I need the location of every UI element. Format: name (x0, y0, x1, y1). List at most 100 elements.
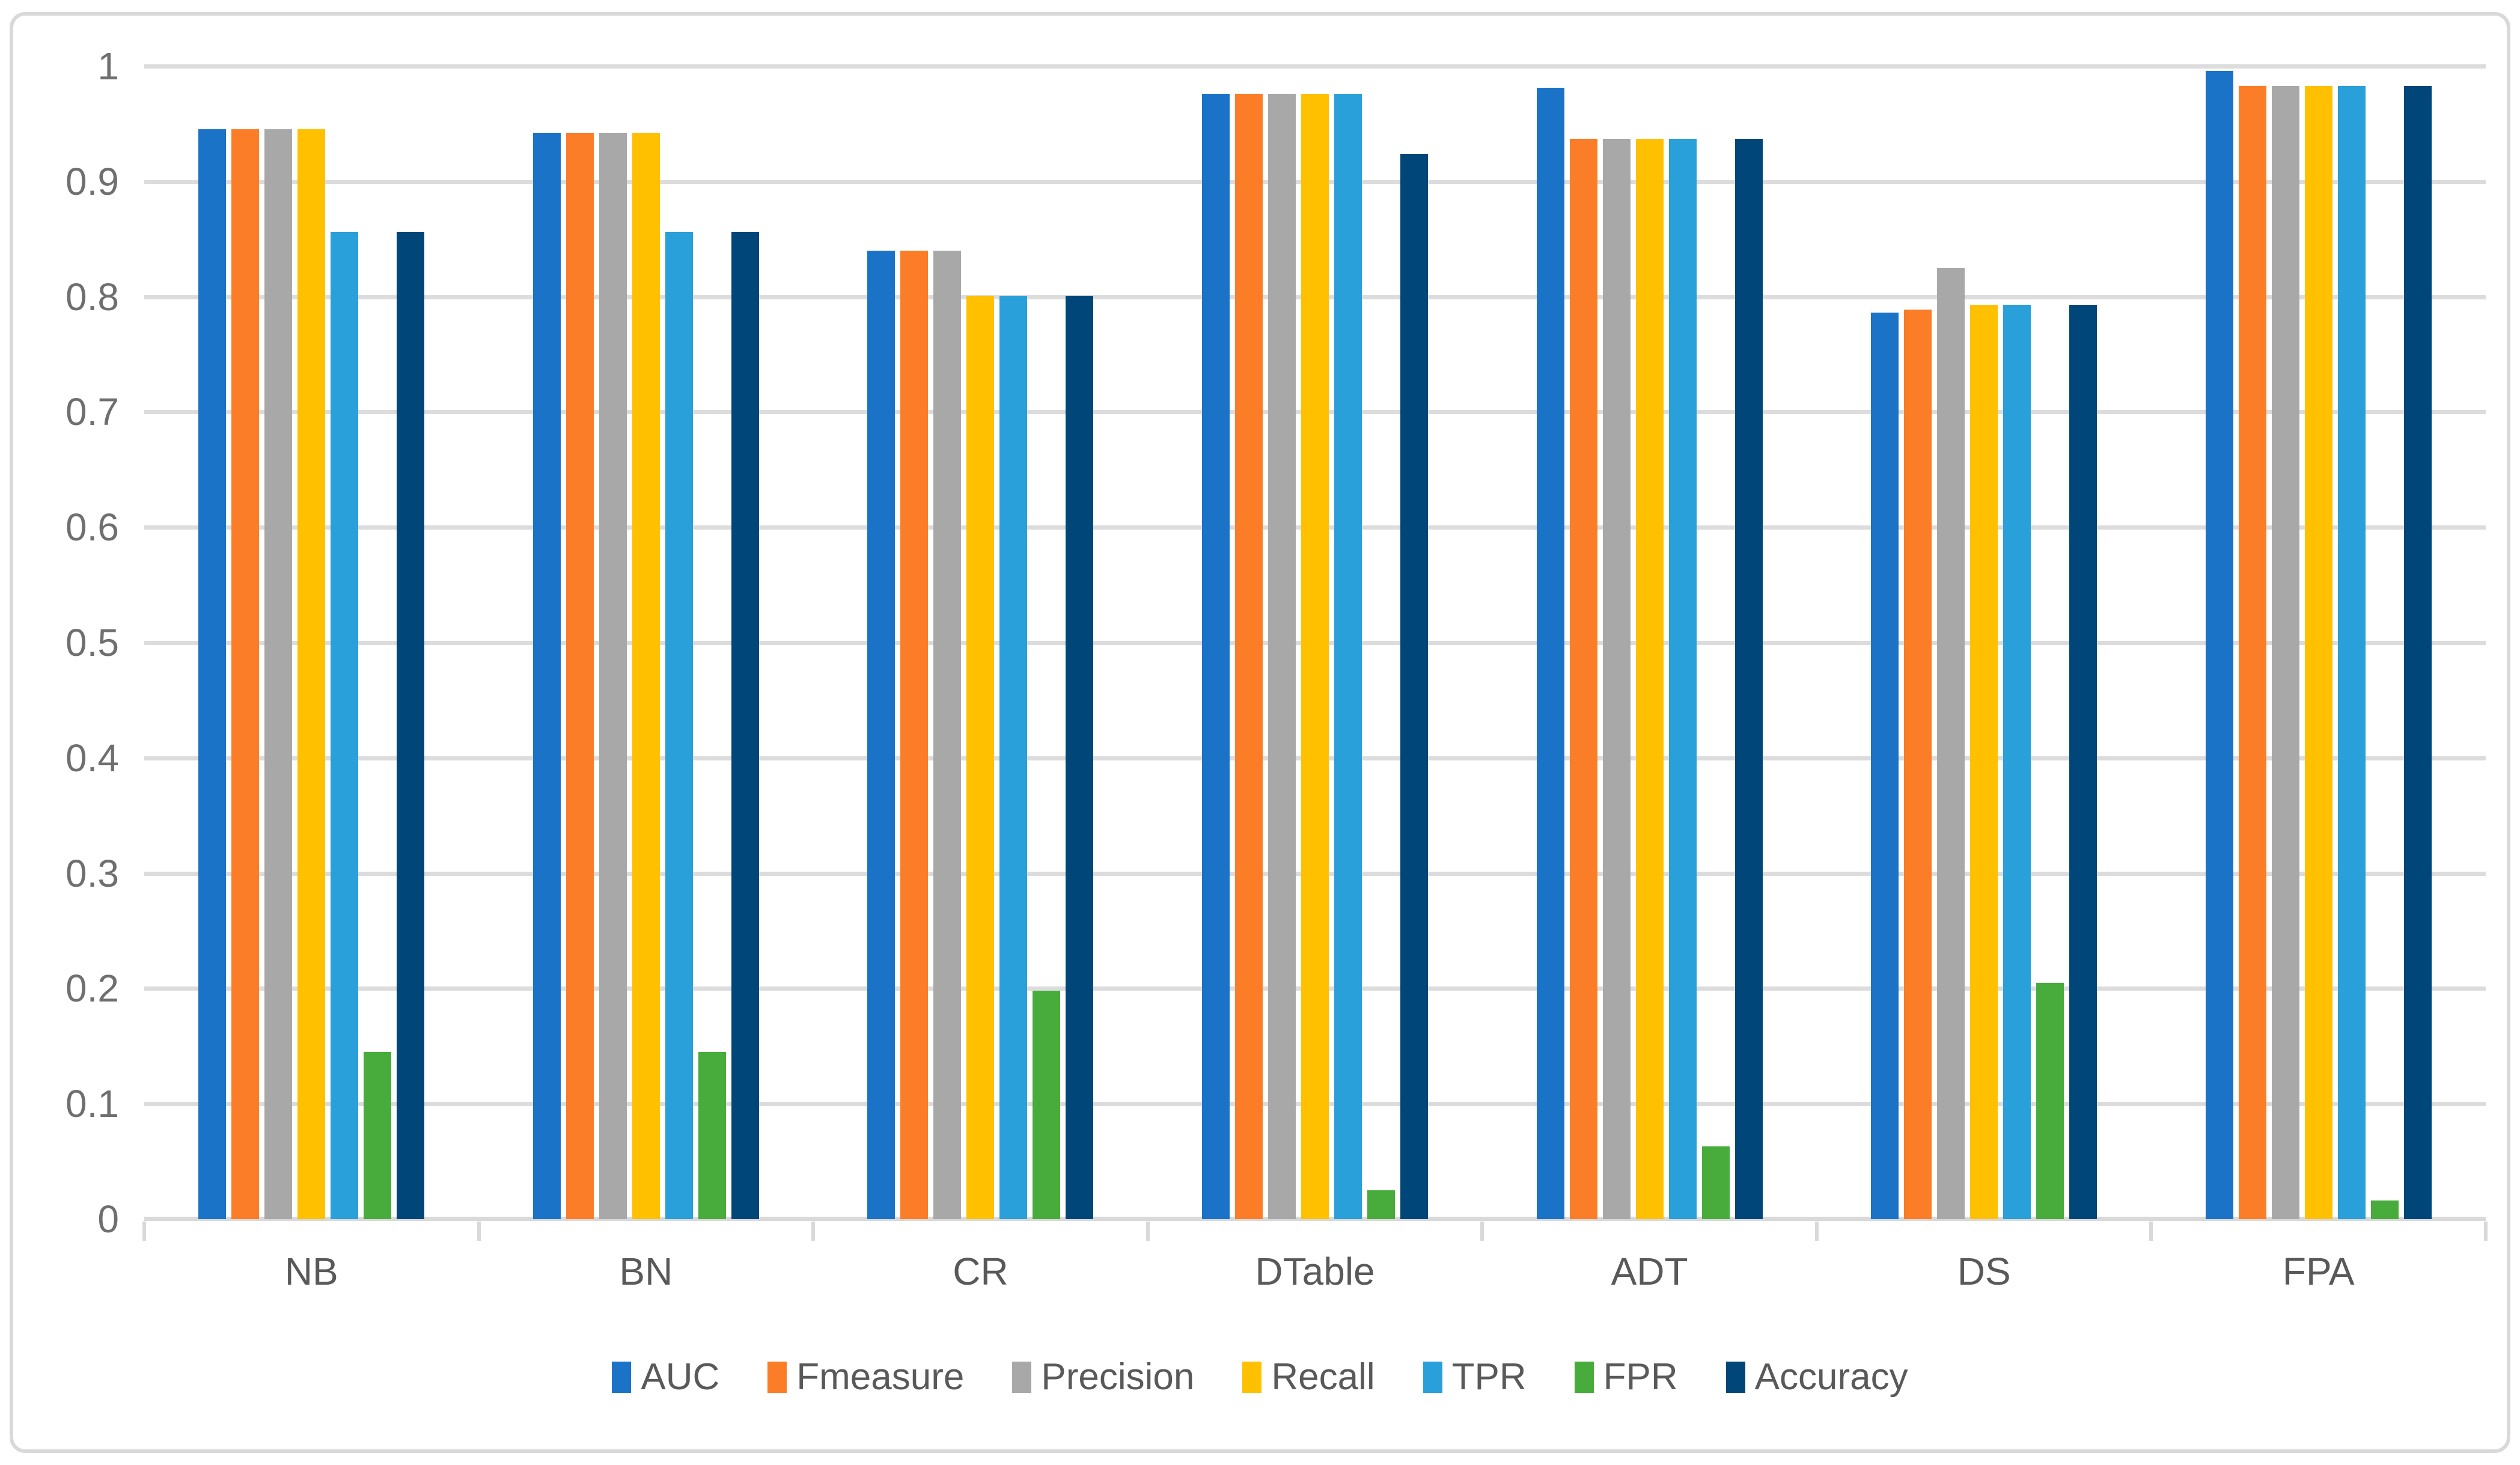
bar-fmeasure-adt (1569, 139, 1597, 1219)
bar-precision-cr (933, 251, 962, 1219)
bar-precision-nb (264, 129, 293, 1219)
x-category-label: DS (1957, 1250, 2011, 1293)
legend-swatch-icon (1725, 1361, 1745, 1393)
x-axis-tick (1814, 1222, 1819, 1241)
gridline (144, 64, 2486, 69)
bar-tpr-ds (2003, 305, 2031, 1219)
bar-recall-nb (297, 129, 326, 1219)
bar-auc-fpa (2205, 71, 2233, 1219)
y-tick-label: 0.8 (66, 275, 119, 319)
legend-label: Recall (1271, 1356, 1375, 1398)
bar-tpr-adt (1668, 139, 1697, 1219)
legend-label: TPR (1451, 1356, 1527, 1398)
bar-accuracy-adt (1734, 139, 1763, 1219)
bar-fmeasure-fpa (2238, 86, 2266, 1219)
x-category-label: DTable (1255, 1250, 1375, 1293)
y-tick-label: 0.6 (66, 506, 119, 549)
y-tick-label: 0.3 (66, 851, 119, 895)
bar-recall-adt (1635, 139, 1664, 1219)
bar-fmeasure-dtable (1235, 94, 1263, 1219)
legend-label: AUC (641, 1356, 720, 1398)
bar-auc-dtable (1202, 94, 1230, 1219)
bar-recall-fpa (2304, 86, 2332, 1219)
y-tick-label: 0.4 (66, 736, 119, 780)
x-category-label: BN (619, 1250, 673, 1293)
bar-group-ds (1817, 66, 2152, 1219)
x-axis-tick (477, 1222, 481, 1241)
bar-group-adt (1482, 66, 1817, 1219)
chart-border (10, 12, 2510, 1453)
y-tick-label: 1 (97, 44, 119, 88)
bar-auc-ds (1871, 313, 1899, 1219)
y-tick-label: 0.1 (66, 1082, 119, 1126)
bar-group-cr (813, 66, 1148, 1219)
legend-swatch-icon (1574, 1361, 1594, 1393)
bar-auc-adt (1536, 88, 1564, 1219)
bar-group-fpa (2151, 66, 2486, 1219)
x-axis-tick (2149, 1222, 2153, 1241)
bar-accuracy-fpa (2403, 86, 2432, 1219)
bar-group-nb (144, 66, 479, 1219)
bar-precision-bn (599, 133, 627, 1219)
bar-accuracy-ds (2069, 305, 2097, 1219)
legend-label: Fmeasure (796, 1356, 965, 1398)
bar-auc-bn (532, 133, 561, 1219)
legend-swatch-icon (1242, 1361, 1262, 1393)
bar-fpr-ds (2036, 983, 2064, 1219)
bar-accuracy-nb (397, 232, 425, 1219)
bar-fmeasure-ds (1904, 310, 1932, 1219)
legend: AUC Fmeasure Precision Recall TPR FPR Accuracy (0, 1356, 2520, 1398)
x-category-label: FPA (2282, 1250, 2355, 1293)
bar-group-dtable (1148, 66, 1483, 1219)
x-axis-category-labels: NB BN CR DTable ADT DS FPA (144, 1249, 2486, 1294)
legend-item-accuracy: Accuracy (1725, 1356, 1908, 1398)
bar-fpr-dtable (1367, 1190, 1396, 1219)
bar-tpr-fpa (2337, 86, 2366, 1219)
legend-item-precision: Precision (1012, 1356, 1194, 1398)
legend-item-fpr: FPR (1574, 1356, 1678, 1398)
bar-groups (144, 66, 2486, 1219)
x-axis-tick (811, 1222, 816, 1241)
bar-accuracy-dtable (1400, 154, 1429, 1219)
legend-swatch-icon (767, 1361, 787, 1393)
bar-fpr-adt (1701, 1146, 1730, 1219)
bar-fpr-nb (364, 1052, 392, 1219)
bar-precision-fpa (2271, 86, 2299, 1219)
bar-precision-ds (1937, 268, 1965, 1219)
legend-item-fmeasure: Fmeasure (767, 1356, 964, 1398)
y-tick-label: 0.9 (66, 159, 119, 203)
bar-tpr-nb (331, 232, 359, 1219)
bar-fmeasure-cr (900, 251, 929, 1219)
bar-tpr-dtable (1334, 94, 1362, 1219)
plot-area (142, 64, 2488, 1241)
legend-item-auc: AUC (612, 1356, 719, 1398)
bar-recall-cr (966, 296, 995, 1219)
x-axis-tick (1146, 1222, 1150, 1241)
bar-accuracy-bn (731, 232, 759, 1219)
y-tick-label: 0.2 (66, 967, 119, 1011)
bar-tpr-bn (665, 232, 693, 1219)
bar-fpr-bn (698, 1052, 726, 1219)
x-axis-tick (2484, 1222, 2488, 1241)
x-category-label: CR (953, 1250, 1008, 1293)
y-tick-label: 0.5 (66, 621, 119, 664)
x-category-label: ADT (1611, 1250, 1688, 1293)
bar-recall-ds (1970, 305, 1998, 1219)
bar-auc-nb (198, 129, 227, 1219)
legend-label: FPR (1603, 1356, 1678, 1398)
legend-swatch-icon (612, 1361, 632, 1393)
legend-item-recall: Recall (1242, 1356, 1375, 1398)
bar-precision-dtable (1268, 94, 1296, 1219)
legend-swatch-icon (1423, 1361, 1442, 1393)
legend-label: Accuracy (1754, 1356, 1908, 1398)
bar-recall-bn (632, 133, 660, 1219)
bar-accuracy-cr (1066, 296, 1094, 1219)
bar-fmeasure-nb (231, 129, 260, 1219)
bar-tpr-cr (999, 296, 1028, 1219)
bar-fpr-cr (1033, 991, 1061, 1219)
legend-label: Precision (1041, 1356, 1195, 1398)
y-axis-tick-labels: 1 0.9 0.8 0.7 0.6 0.5 0.4 0.3 0.2 0.1 0 (0, 44, 119, 1241)
x-axis-tick (1480, 1222, 1484, 1241)
bar-fmeasure-bn (566, 133, 594, 1219)
